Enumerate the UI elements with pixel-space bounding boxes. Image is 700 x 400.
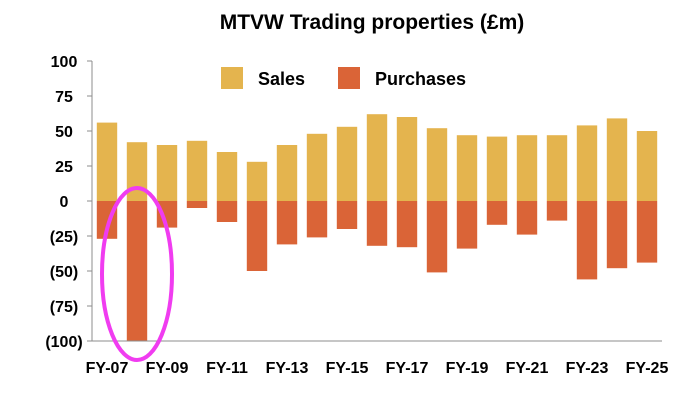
highlight-ellipse — [100, 186, 174, 362]
y-tick-label: (100) — [45, 334, 82, 351]
legend-swatch-sales — [221, 67, 243, 89]
legend-label-purchases: Purchases — [375, 69, 466, 89]
purchases-bar-fy-20 — [486, 201, 508, 225]
purchases-bar-fy-12 — [246, 201, 268, 271]
sales-bar-fy-11 — [216, 152, 238, 201]
sales-bar-fy-21 — [516, 135, 538, 201]
sales-bar-fy-22 — [546, 135, 568, 201]
purchases-bar-fy-08 — [126, 201, 148, 341]
x-tick-label: FY-21 — [506, 360, 549, 377]
sales-bar-fy-25 — [636, 131, 658, 201]
purchases-bar-fy-14 — [306, 201, 328, 238]
sales-bar-fy-19 — [456, 135, 478, 201]
y-axis-ticks: 100 75 50 25 0 (25) (50) (75) (100) — [45, 54, 93, 351]
sales-bar-fy-09 — [156, 145, 178, 201]
sales-bar-fy-24 — [606, 118, 628, 201]
purchases-bar-fy-16 — [366, 201, 388, 246]
legend: Sales Purchases — [221, 67, 466, 89]
sales-bar-fy-20 — [486, 136, 508, 201]
sales-bar-fy-14 — [306, 133, 328, 201]
x-tick-label: FY-09 — [146, 360, 189, 377]
x-tick-label: FY-13 — [266, 360, 309, 377]
sales-bar-fy-10 — [186, 140, 208, 201]
x-axis-ticks: FY-07 FY-09 FY-11 FY-13 FY-15 FY-17 FY-19 FY-21… — [86, 340, 669, 377]
purchases-bar-fy-18 — [426, 201, 448, 273]
purchases-bar-fy-22 — [546, 201, 568, 221]
purchases-bar-fy-17 — [396, 201, 418, 248]
sales-bar-fy-23 — [576, 125, 598, 201]
purchases-bar-fy-25 — [636, 201, 658, 263]
y-tick-label: (75) — [50, 299, 78, 316]
purchases-bar-fy-10 — [186, 201, 208, 208]
y-tick-label: (50) — [50, 264, 78, 281]
purchases-bar-fy-21 — [516, 201, 538, 235]
chart-title: MTVW Trading properties (£m) — [220, 11, 525, 34]
purchases-bar-fy-15 — [336, 201, 358, 229]
purchases-bar-fy-23 — [576, 201, 598, 280]
y-tick-label: 50 — [55, 124, 73, 141]
x-tick-label: FY-25 — [626, 360, 669, 377]
sales-bar-fy-07 — [96, 122, 118, 201]
legend-swatch-purchases — [338, 67, 360, 89]
x-tick-label: FY-23 — [566, 360, 609, 377]
sales-bar-fy-13 — [276, 145, 298, 201]
y-tick-label: 100 — [51, 54, 78, 71]
x-tick-label: FY-07 — [86, 360, 129, 377]
purchases-bar-fy-11 — [216, 201, 238, 222]
y-tick-label: (25) — [50, 229, 78, 246]
sales-bar-fy-16 — [366, 114, 388, 201]
bars — [96, 114, 658, 341]
purchases-bar-fy-09 — [156, 201, 178, 228]
y-tick-label: 25 — [55, 159, 73, 176]
sales-bar-fy-15 — [336, 126, 358, 201]
legend-label-sales: Sales — [258, 69, 305, 89]
x-tick-label: FY-15 — [326, 360, 369, 377]
annotation — [100, 186, 174, 362]
purchases-bar-fy-19 — [456, 201, 478, 249]
sales-bar-fy-18 — [426, 128, 448, 201]
sales-bar-fy-08 — [126, 142, 148, 201]
y-tick-label: 75 — [55, 89, 73, 106]
sales-bar-fy-17 — [396, 117, 418, 201]
x-tick-label: FY-11 — [206, 360, 248, 377]
sales-bar-fy-12 — [246, 161, 268, 201]
purchases-bar-fy-13 — [276, 201, 298, 245]
purchases-bar-fy-24 — [606, 201, 628, 269]
x-tick-label: FY-17 — [386, 360, 429, 377]
x-tick-label: FY-19 — [446, 360, 489, 377]
y-tick-label: 0 — [60, 194, 69, 211]
